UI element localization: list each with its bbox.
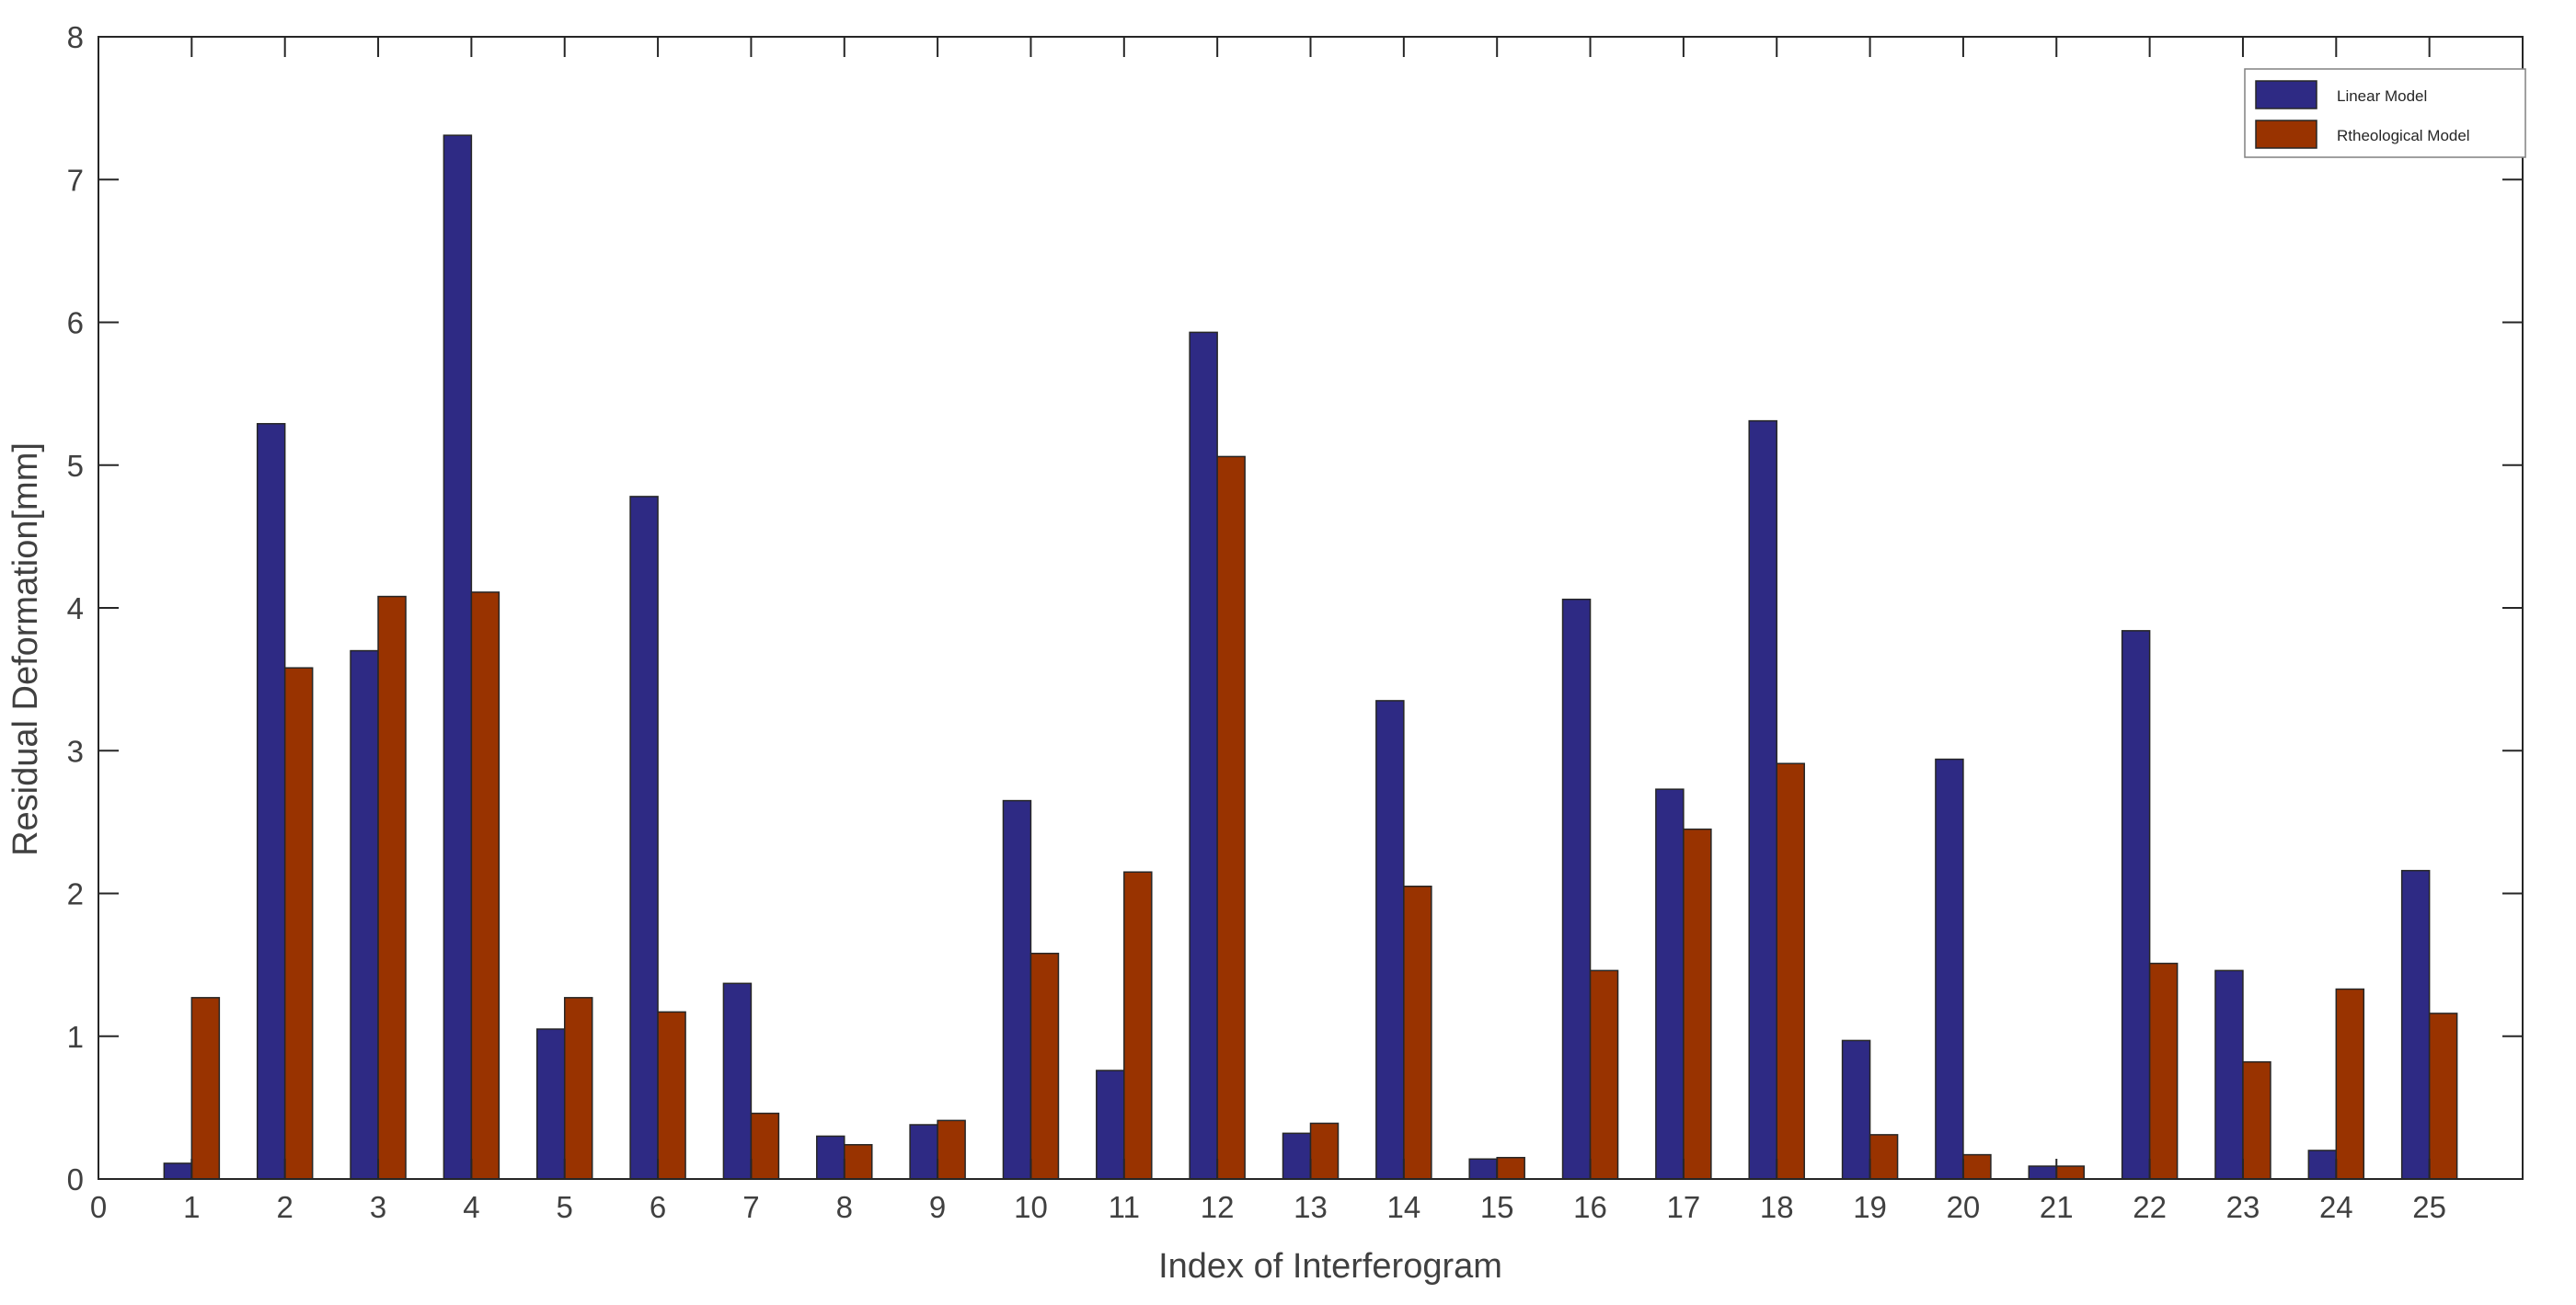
bar-linear-model-7 [722,982,753,1180]
bar-linear-model-24 [2307,1150,2338,1180]
x-tick-label-15: 15 [1480,1190,1514,1224]
x-tick-label-8: 8 [836,1190,853,1224]
x-tick-label-7: 7 [742,1190,759,1224]
y-tick-label-6: 6 [67,306,84,340]
bar-linear-model-3 [350,649,379,1180]
bar-linear-model-4 [443,134,473,1180]
bar-linear-model-17 [1655,788,1685,1180]
bar-linear-model-22 [2121,630,2151,1180]
bar-linear-model-15 [1468,1158,1498,1180]
x-tick-label-6: 6 [650,1190,666,1224]
bar-rtheological-model-20 [1962,1153,1992,1180]
x-tick-label-2: 2 [277,1190,293,1224]
bar-rtheological-model-24 [2335,988,2365,1180]
y-tick-label-0: 0 [67,1162,84,1196]
x-tick-label-24: 24 [2319,1190,2353,1224]
bar-rtheological-model-14 [1403,885,1432,1180]
x-tick-label-13: 13 [1294,1190,1328,1224]
bar-rtheological-model-2 [283,667,314,1180]
x-tick-label-17: 17 [1667,1190,1701,1224]
bar-linear-model-20 [1935,758,1964,1180]
bar-rtheological-model-6 [657,1011,686,1180]
bar-rtheological-model-21 [2055,1165,2086,1180]
ticks-layer: 0 1 2 3 4 5 6 7 8 9 10 11 12 13 14 15 16 17 18 19 20 21 22 23 24… [67,20,2523,1224]
x-tick-label-21: 21 [2040,1190,2074,1224]
x-tick-label-5: 5 [557,1190,573,1224]
legend-swatch-rtheological-model [2255,120,2317,149]
x-tick-label-23: 23 [2226,1190,2260,1224]
bar-linear-model-6 [629,496,659,1180]
x-tick-label-4: 4 [463,1190,479,1224]
x-tick-label-10: 10 [1014,1190,1048,1224]
bar-rtheological-model-22 [2148,962,2179,1180]
legend: Linear Model Rtheological Model [2244,68,2526,158]
bar-linear-model-9 [909,1124,938,1180]
x-tick-label-9: 9 [929,1190,946,1224]
bars-layer [163,134,2458,1180]
y-tick-label-8: 8 [67,20,84,54]
y-tick-label-2: 2 [67,877,84,911]
bar-rtheological-model-12 [1216,455,1246,1180]
x-tick-label-11: 11 [1109,1190,1140,1224]
bar-linear-model-2 [256,422,286,1180]
bar-rtheological-model-15 [1496,1156,1525,1180]
legend-label-linear-model: Linear Model [2337,87,2427,105]
x-tick-label-1: 1 [183,1190,200,1224]
bar-linear-model-16 [1561,598,1592,1180]
x-tick-label-12: 12 [1201,1190,1235,1224]
bar-rtheological-model-8 [844,1143,873,1180]
bar-rtheological-model-10 [1029,952,1060,1180]
bar-linear-model-5 [535,1028,566,1180]
bar-linear-model-8 [816,1135,845,1180]
y-tick-label-3: 3 [67,734,84,768]
bar-rtheological-model-4 [470,591,500,1180]
y-tick-label-7: 7 [67,163,84,197]
bar-rtheological-model-18 [1776,762,1805,1180]
bar-linear-model-13 [1282,1132,1312,1180]
y-tick-label-4: 4 [67,591,84,625]
x-tick-label-25: 25 [2412,1190,2446,1224]
bar-rtheological-model-17 [1683,828,1712,1180]
y-tick-label-1: 1 [67,1020,84,1054]
x-tick-label-22: 22 [2133,1190,2167,1224]
bar-rtheological-model-1 [190,997,221,1180]
bar-rtheological-model-19 [1869,1134,1899,1180]
bar-rtheological-model-16 [1589,969,1619,1180]
y-axis-label: Residual Deformation[mm] [6,442,45,856]
x-tick-label-16: 16 [1573,1190,1607,1224]
y-tick-label-5: 5 [67,449,84,483]
x-tick-label-18: 18 [1760,1190,1794,1224]
bar-rtheological-model-13 [1309,1122,1340,1180]
bar-linear-model-23 [2214,969,2244,1180]
legend-label-rtheological-model: Rtheological Model [2337,127,2470,144]
bar-linear-model-18 [1748,419,1777,1180]
legend-swatch-linear-model [2255,80,2317,109]
bar-rtheological-model-9 [937,1119,966,1180]
bar-rtheological-model-3 [377,595,407,1180]
x-tick-label-0: 0 [90,1190,107,1224]
x-tick-label-14: 14 [1386,1190,1420,1224]
x-axis-label: Index of Interferogram [1158,1247,1502,1286]
bar-linear-model-12 [1189,331,1218,1180]
bar-linear-model-1 [163,1162,193,1180]
bar-linear-model-11 [1096,1070,1125,1180]
bar-rtheological-model-7 [750,1112,780,1180]
bar-rtheological-model-11 [1123,871,1153,1180]
bar-rtheological-model-5 [563,997,593,1180]
x-tick-label-3: 3 [370,1190,386,1224]
bar-linear-model-21 [2028,1165,2058,1180]
bar-rtheological-model-25 [2428,1013,2458,1180]
bar-linear-model-14 [1375,700,1405,1180]
x-tick-label-20: 20 [1947,1190,1981,1224]
bar-rtheological-model-23 [2242,1060,2271,1180]
bar-linear-model-25 [2400,869,2431,1180]
bar-linear-model-10 [1002,799,1032,1180]
bar-linear-model-19 [1841,1039,1871,1180]
x-tick-label-19: 19 [1853,1190,1887,1224]
